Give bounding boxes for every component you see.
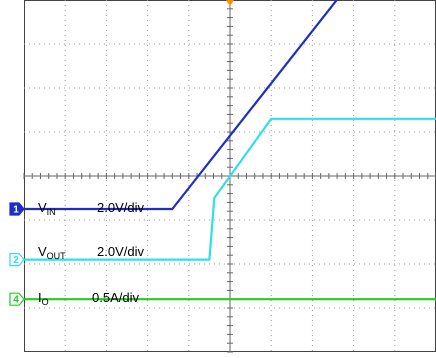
scale-vin: 2.0V/div	[97, 200, 144, 215]
scale-io: 0.5A/div	[92, 290, 139, 305]
scale-vout: 2.0V/div	[97, 244, 144, 259]
label-main: I	[38, 290, 42, 305]
marker-vin: 1	[9, 202, 25, 216]
trigger-marker	[226, 0, 234, 6]
marker-number: 1	[13, 205, 19, 216]
label-vout: VOUT	[38, 244, 66, 261]
label-main: V	[38, 244, 47, 259]
marker-shape	[9, 292, 25, 306]
traces	[24, 0, 436, 301]
label-main: V	[38, 200, 47, 215]
marker-shape	[9, 253, 25, 267]
marker-vout: 2	[9, 253, 25, 267]
trace-vout	[24, 117, 436, 261]
marker-number: 2	[13, 255, 19, 266]
label-sub: IN	[47, 207, 56, 217]
label-sub: O	[42, 297, 49, 307]
channel-markers: 1 2 4	[9, 202, 25, 306]
trigger-arrow	[226, 0, 234, 6]
marker-shape	[9, 202, 25, 216]
marker-io: 4	[9, 292, 25, 306]
label-sub: OUT	[47, 251, 67, 261]
trace-vin	[24, 0, 339, 211]
label-io: IO	[38, 290, 49, 307]
marker-number: 4	[13, 295, 19, 306]
label-vin: VIN	[38, 200, 56, 217]
